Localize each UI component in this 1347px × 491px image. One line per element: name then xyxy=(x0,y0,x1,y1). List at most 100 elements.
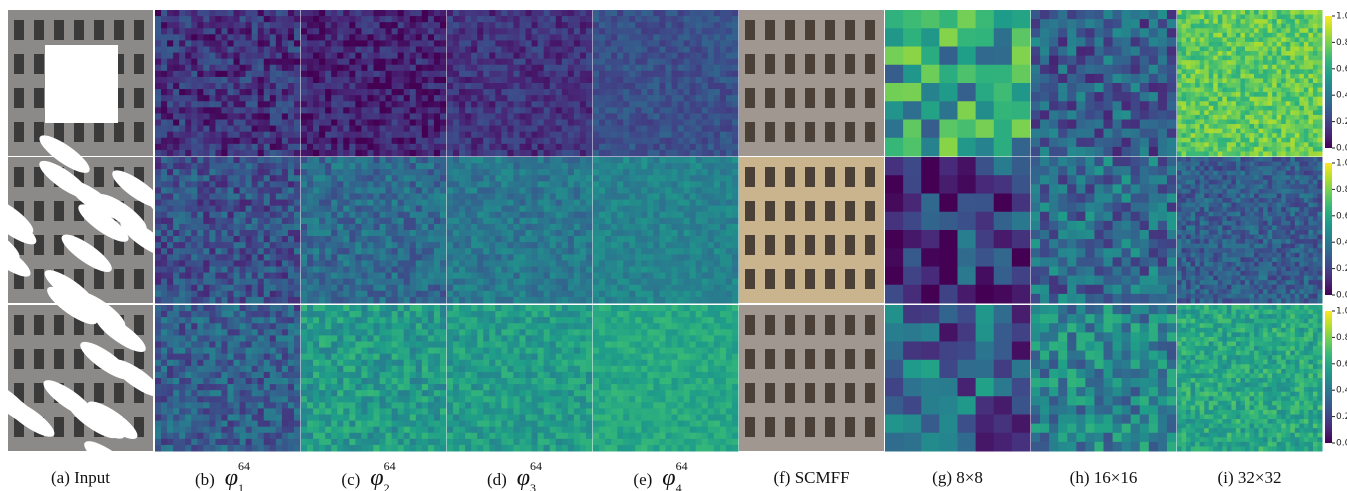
cell xyxy=(337,212,344,219)
cell xyxy=(538,16,545,23)
cell xyxy=(702,138,709,145)
cell xyxy=(252,95,259,102)
cell xyxy=(1209,124,1214,129)
cell xyxy=(1250,138,1255,143)
cell xyxy=(228,34,235,41)
cell xyxy=(374,212,381,219)
cell xyxy=(659,10,666,17)
cell xyxy=(1295,110,1300,115)
cell xyxy=(161,77,168,84)
cell xyxy=(520,28,527,35)
cell xyxy=(1209,37,1214,42)
cell xyxy=(1286,28,1291,33)
cell xyxy=(246,65,253,72)
cell xyxy=(1313,19,1318,24)
cell xyxy=(264,113,271,120)
cell xyxy=(361,163,368,170)
cell xyxy=(447,120,454,127)
cell xyxy=(1313,10,1318,15)
cell xyxy=(221,279,228,286)
window xyxy=(825,54,835,74)
cell xyxy=(288,120,295,127)
cell xyxy=(434,157,441,164)
cell xyxy=(440,65,447,72)
cell xyxy=(428,212,435,219)
cell xyxy=(240,120,247,127)
cell xyxy=(410,77,417,84)
cell xyxy=(605,113,612,120)
cell xyxy=(629,126,636,133)
cell xyxy=(197,230,204,237)
cell xyxy=(258,83,265,90)
cell xyxy=(1213,101,1218,106)
cell xyxy=(629,59,636,66)
cell xyxy=(1213,151,1218,156)
cell xyxy=(252,16,259,23)
cell xyxy=(288,212,295,219)
cell xyxy=(726,22,733,29)
cell xyxy=(258,248,265,255)
cell xyxy=(325,285,332,292)
cell xyxy=(562,77,569,84)
cell xyxy=(221,181,228,188)
cell xyxy=(343,236,350,243)
cell xyxy=(349,59,356,66)
cell xyxy=(337,279,344,286)
cell xyxy=(629,77,636,84)
cell xyxy=(416,230,423,237)
cell xyxy=(1218,37,1223,42)
cell xyxy=(471,144,478,151)
cell xyxy=(276,279,283,286)
cell xyxy=(404,59,411,66)
cell xyxy=(702,53,709,60)
cell xyxy=(228,236,235,243)
cell xyxy=(246,34,253,41)
cell xyxy=(1040,65,1050,75)
cell xyxy=(495,47,502,54)
window xyxy=(765,88,775,108)
cell xyxy=(185,260,192,267)
cell xyxy=(696,89,703,96)
cell xyxy=(580,132,587,139)
cell xyxy=(702,40,709,47)
cell xyxy=(714,10,721,17)
cell xyxy=(1277,129,1282,134)
cell xyxy=(343,89,350,96)
cell xyxy=(1231,101,1236,106)
cell xyxy=(179,77,186,84)
cell xyxy=(1182,78,1187,83)
cell xyxy=(447,83,454,90)
cell xyxy=(209,132,216,139)
cell xyxy=(398,65,405,72)
cell xyxy=(355,236,362,243)
cell xyxy=(343,194,350,201)
cell xyxy=(349,260,356,267)
cell xyxy=(465,163,472,170)
cell xyxy=(1213,92,1218,97)
cell xyxy=(380,206,387,213)
cell xyxy=(1286,142,1291,147)
cell xyxy=(434,71,441,78)
cell xyxy=(234,175,241,182)
cell xyxy=(1222,124,1227,129)
cell xyxy=(191,242,198,249)
cell xyxy=(416,65,423,72)
cell xyxy=(276,107,283,114)
cell xyxy=(629,101,636,108)
cell xyxy=(666,107,673,114)
cell xyxy=(386,77,393,84)
cell xyxy=(568,47,575,54)
cell xyxy=(550,89,557,96)
cell xyxy=(179,212,186,219)
cell xyxy=(374,236,381,243)
cell xyxy=(203,230,210,237)
cell xyxy=(343,212,350,219)
cell xyxy=(355,47,362,54)
cell xyxy=(538,83,545,90)
cell xyxy=(246,181,253,188)
cell xyxy=(1236,92,1241,97)
cell xyxy=(1076,147,1086,157)
cell xyxy=(161,65,168,72)
cell xyxy=(447,16,454,23)
cell xyxy=(1313,124,1318,129)
